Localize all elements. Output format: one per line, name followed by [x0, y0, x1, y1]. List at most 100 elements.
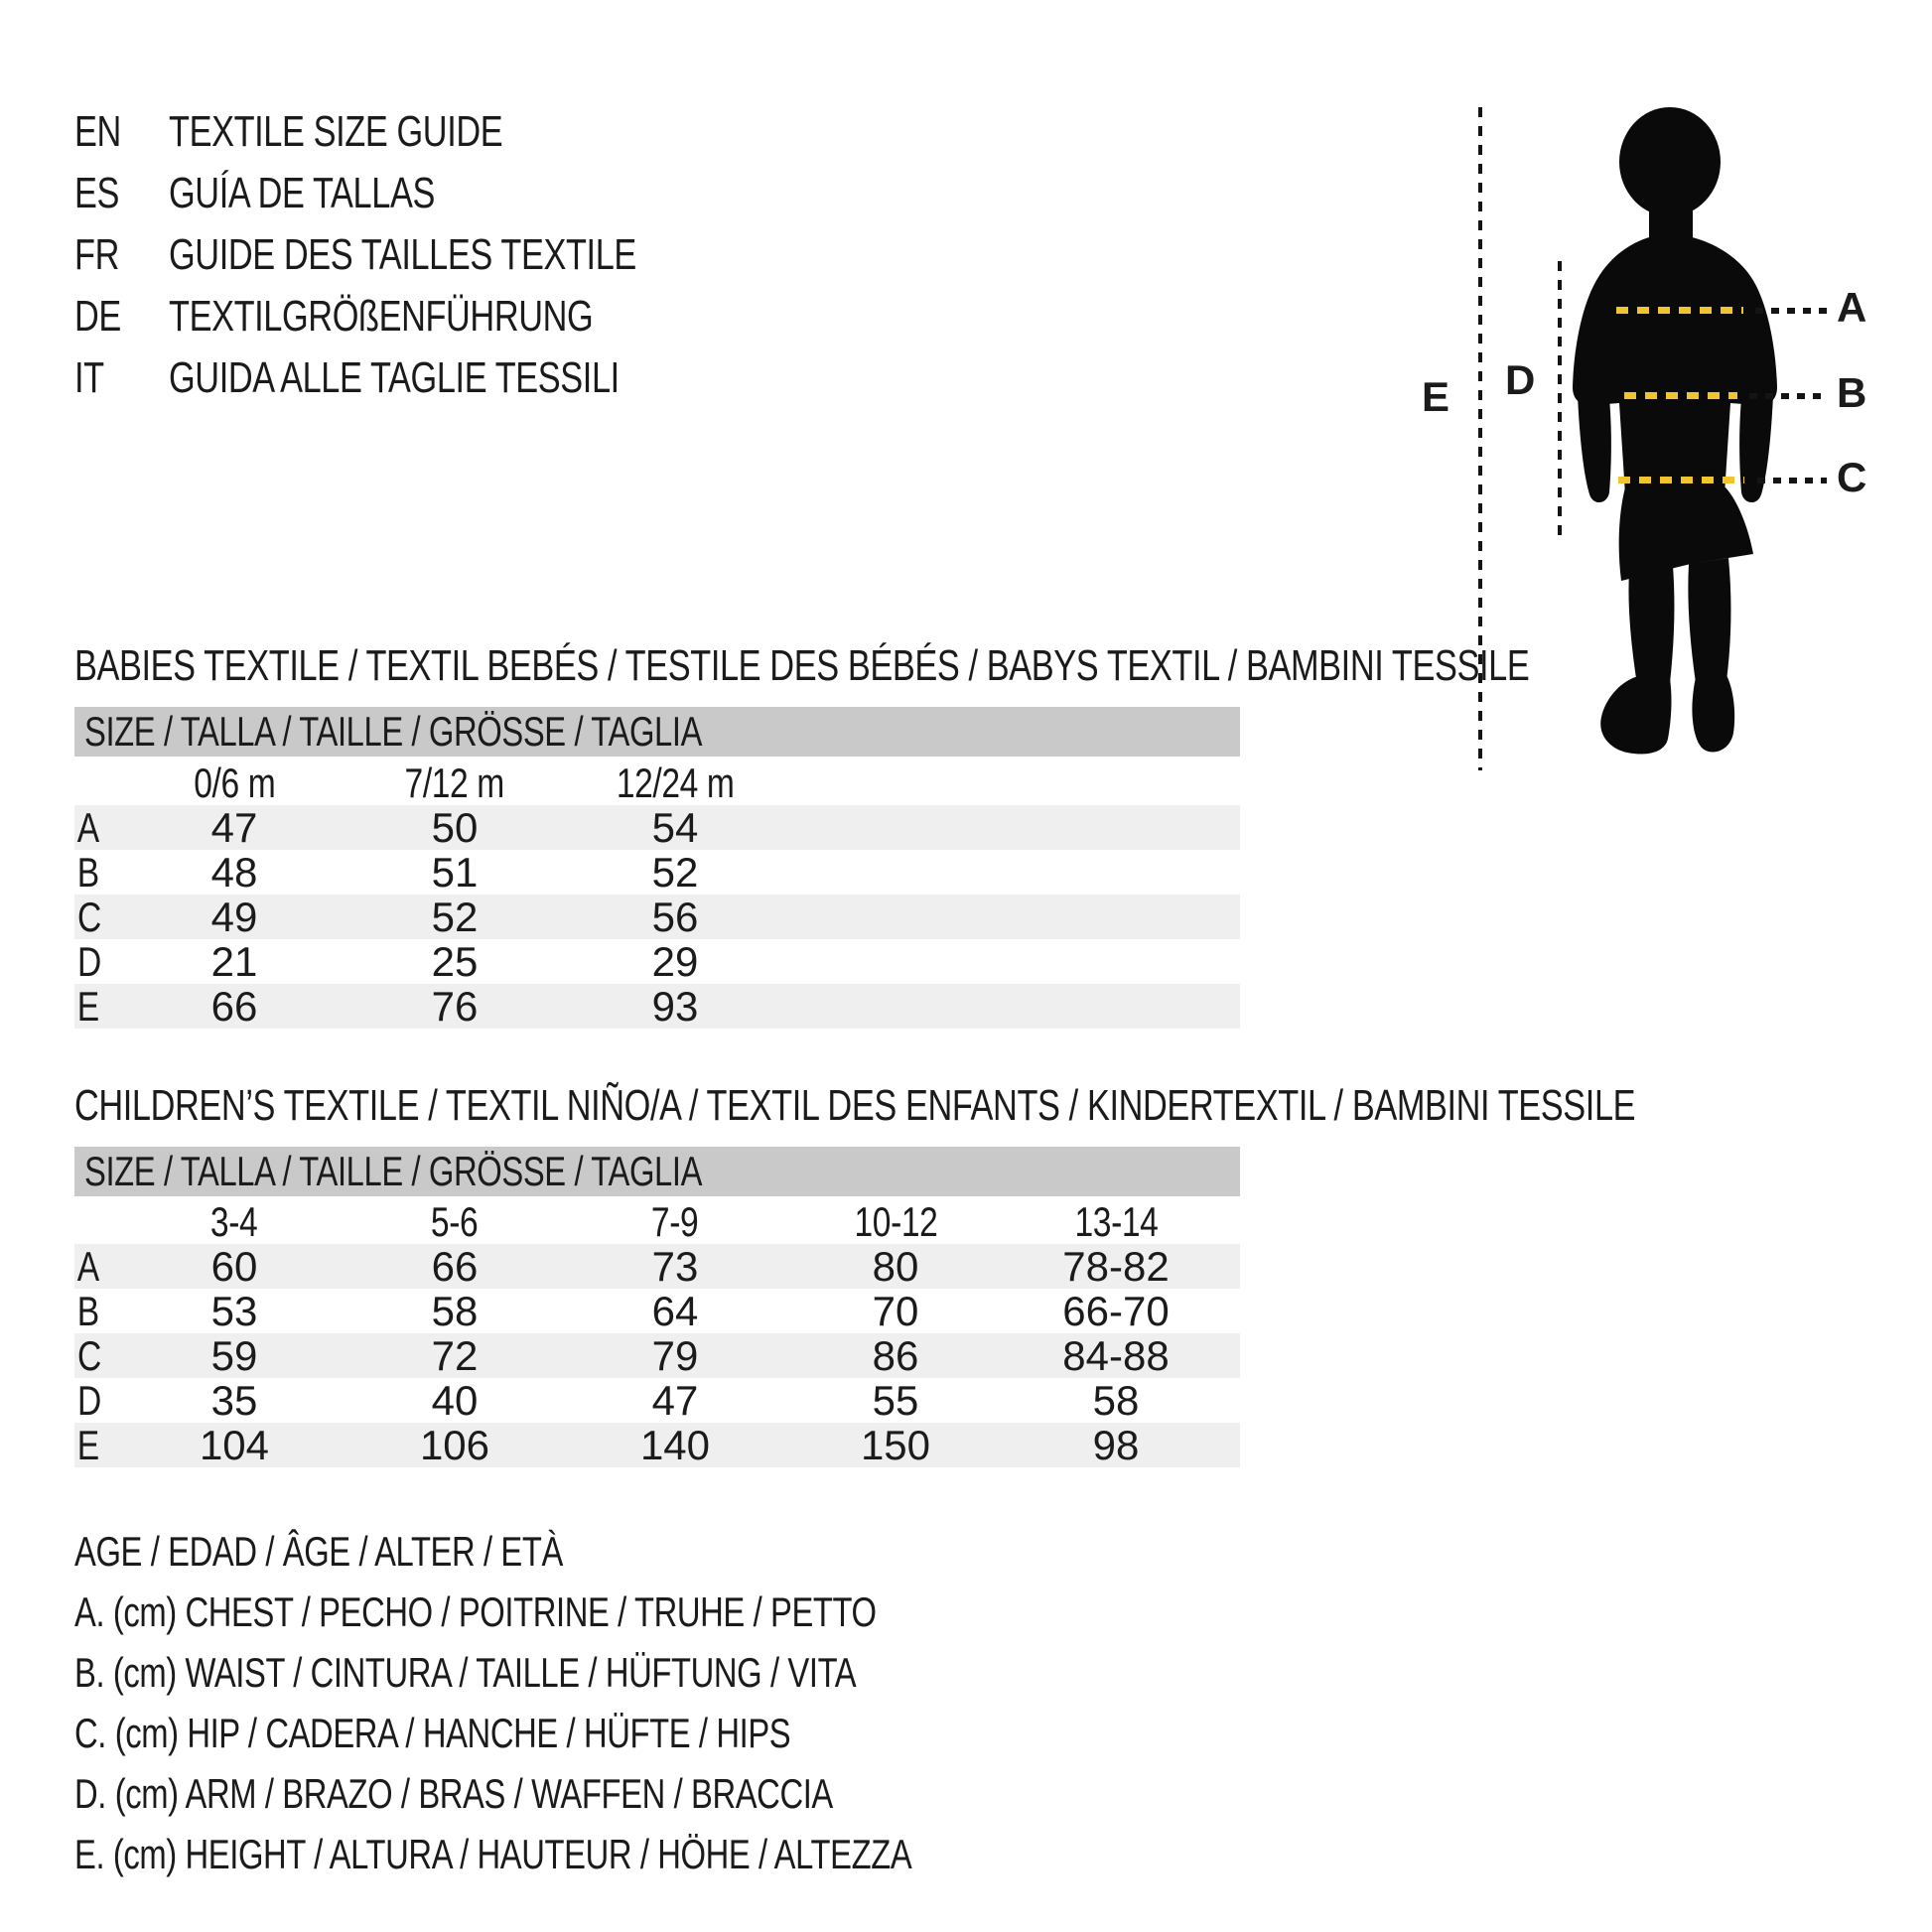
legend-hip-line: C. (cm) HIP / CADERA / HANCHE / HÜFTE / …	[74, 1703, 993, 1763]
children-d-1: 40	[431, 1376, 479, 1424]
lang-code-fr-text: FR	[74, 230, 119, 279]
children-section-heading: CHILDREN’S TEXTILE / TEXTIL NIÑO/A / TEX…	[74, 1080, 1932, 1132]
chest-line-leader	[1755, 308, 1829, 314]
babies-heading-text: BABIES TEXTILE / TEXTIL BEBÉS / TESTILE …	[74, 641, 1530, 690]
legend-height-line: E. (cm) HEIGHT / ALTURA / HAUTEUR / HÖHE…	[74, 1824, 1148, 1884]
height-measure-line	[1478, 107, 1482, 770]
children-colhdr-3-text: 10-12	[854, 1197, 937, 1245]
babies-colhdr-2: 12/24 m	[565, 759, 785, 807]
table-row: D 21 25 29	[74, 937, 1240, 986]
children-d-0: 35	[210, 1376, 258, 1424]
waist-line-leader	[1749, 393, 1827, 399]
babies-b-0: 48	[210, 848, 258, 896]
children-row-e-label: E	[74, 1422, 124, 1469]
measure-label-chest: A	[1837, 284, 1867, 331]
children-row-d-label-text: D	[76, 1376, 101, 1424]
babies-row-e-label-text: E	[76, 982, 99, 1030]
children-c-3: 86	[872, 1331, 919, 1379]
lang-row-fr: FR GUIDE DES TAILLES TEXTILE	[74, 224, 768, 286]
babies-colhdr-1-text: 7/12 m	[404, 759, 505, 806]
children-colhdr-2: 7-9	[565, 1198, 785, 1246]
children-row-b-label-text: B	[76, 1287, 99, 1334]
lang-code-en-text: EN	[74, 107, 121, 156]
lang-code-es-text: ES	[74, 169, 120, 217]
babies-colhdr-0: 0/6 m	[124, 759, 345, 807]
children-a-4: 78-82	[1062, 1242, 1170, 1290]
babies-row-b-label-text: B	[76, 848, 99, 896]
measure-label-arm: D	[1505, 356, 1536, 403]
babies-d-2: 29	[651, 937, 699, 985]
babies-a-2: 54	[651, 803, 699, 851]
lang-title-de: TEXTILGRÖßENFÜHRUNG	[169, 292, 594, 341]
babies-d-0: 21	[210, 937, 258, 985]
lang-title-en: TEXTILE SIZE GUIDE	[169, 107, 503, 156]
lang-code-it-text: IT	[74, 353, 104, 402]
babies-a-0: 47	[210, 803, 258, 851]
babies-row-a-label-text: A	[76, 803, 99, 851]
children-c-1: 72	[431, 1331, 479, 1379]
lang-code-es: ES	[74, 169, 169, 218]
children-column-header-row: 3-4 5-6 7-9 10-12 13-14	[74, 1197, 1240, 1246]
babies-colhdr-0-text: 0/6 m	[193, 759, 276, 806]
legend-waist-text: B. (cm) WAIST / CINTURA / TAILLE / HÜFTU…	[74, 1648, 857, 1696]
lang-code-fr: FR	[74, 230, 169, 280]
child-silhouette	[1573, 107, 1777, 755]
children-b-4: 66-70	[1062, 1287, 1170, 1334]
babies-row-a-label: A	[74, 804, 124, 852]
babies-column-header-row: 0/6 m 7/12 m 12/24 m	[74, 759, 1240, 807]
children-row-c-label: C	[74, 1332, 124, 1380]
legend-chest-text: A. (cm) CHEST / PECHO / POITRINE / TRUHE…	[74, 1587, 877, 1635]
babies-e-0: 66	[210, 982, 258, 1030]
child-silhouette-shape	[1573, 107, 1777, 755]
arm-measure-line	[1558, 261, 1562, 541]
babies-size-header-bar: SIZE / TALLA / TAILLE / GRÖSSE / TAGLIA	[74, 707, 1240, 757]
children-colhdr-0-text: 3-4	[210, 1197, 258, 1245]
babies-colhdr-2-text: 12/24 m	[616, 759, 735, 806]
children-colhdr-0: 3-4	[124, 1198, 345, 1246]
children-row-c-label-text: C	[76, 1331, 101, 1379]
table-row: B 48 51 52	[74, 848, 1240, 896]
lang-title-es: GUÍA DE TALLAS	[169, 169, 435, 217]
children-colhdr-4: 13-14	[1006, 1198, 1226, 1246]
children-size-header-text: SIZE / TALLA / TAILLE / GRÖSSE / TAGLIA	[84, 1148, 703, 1194]
babies-e-1: 76	[431, 982, 479, 1030]
babies-size-header-text: SIZE / TALLA / TAILLE / GRÖSSE / TAGLIA	[84, 708, 703, 755]
children-b-2: 64	[651, 1287, 699, 1334]
lang-row-de: DE TEXTILGRÖßENFÜHRUNG	[74, 286, 713, 347]
children-b-1: 58	[431, 1287, 479, 1334]
lang-row-it: IT GUIDA ALLE TAGLIE TESSILI	[74, 347, 747, 409]
measure-label-height: E	[1422, 373, 1450, 420]
children-row-a-label: A	[74, 1243, 124, 1291]
legend-age-text: AGE / EDAD / ÂGE / ALTER / ETÀ	[74, 1527, 563, 1575]
lang-row-es: ES GUÍA DE TALLAS	[74, 163, 510, 224]
children-colhdr-4-text: 13-14	[1074, 1197, 1158, 1245]
legend-age-line: AGE / EDAD / ÂGE / ALTER / ETÀ	[74, 1521, 701, 1582]
children-a-1: 66	[431, 1242, 479, 1290]
legend-arm-line: D. (cm) ARM / BRAZO / BRAS / WAFFEN / BR…	[74, 1763, 1046, 1824]
lang-code-en: EN	[74, 107, 169, 157]
children-colhdr-2-text: 7-9	[651, 1197, 699, 1245]
table-row: C 59 72 79 86 84-88	[74, 1331, 1240, 1380]
hip-line-leader	[1757, 478, 1827, 483]
babies-row-d-label: D	[74, 938, 124, 986]
children-colhdr-1: 5-6	[345, 1198, 565, 1246]
babies-row-e-label: E	[74, 983, 124, 1031]
measure-label-hip: C	[1837, 454, 1867, 500]
babies-row-c-label-text: C	[76, 893, 101, 940]
babies-colhdr-1: 7/12 m	[345, 759, 565, 807]
children-c-4: 84-88	[1062, 1331, 1170, 1379]
babies-row-c-label: C	[74, 894, 124, 941]
table-row: B 53 58 64 70 66-70	[74, 1287, 1240, 1334]
children-e-1: 106	[419, 1421, 490, 1468]
children-colhdr-1-text: 5-6	[431, 1197, 479, 1245]
children-c-0: 59	[210, 1331, 258, 1379]
children-a-0: 60	[210, 1242, 258, 1290]
babies-c-0: 49	[210, 893, 258, 940]
legend-waist-line: B. (cm) WAIST / CINTURA / TAILLE / HÜFTU…	[74, 1642, 1076, 1703]
babies-c-1: 52	[431, 893, 479, 940]
legend-chest-line: A. (cm) CHEST / PECHO / POITRINE / TRUHE…	[74, 1582, 1102, 1642]
measure-label-waist: B	[1837, 369, 1867, 416]
children-b-3: 70	[872, 1287, 919, 1334]
children-heading-text: CHILDREN’S TEXTILE / TEXTIL NIÑO/A / TEX…	[74, 1081, 1636, 1130]
